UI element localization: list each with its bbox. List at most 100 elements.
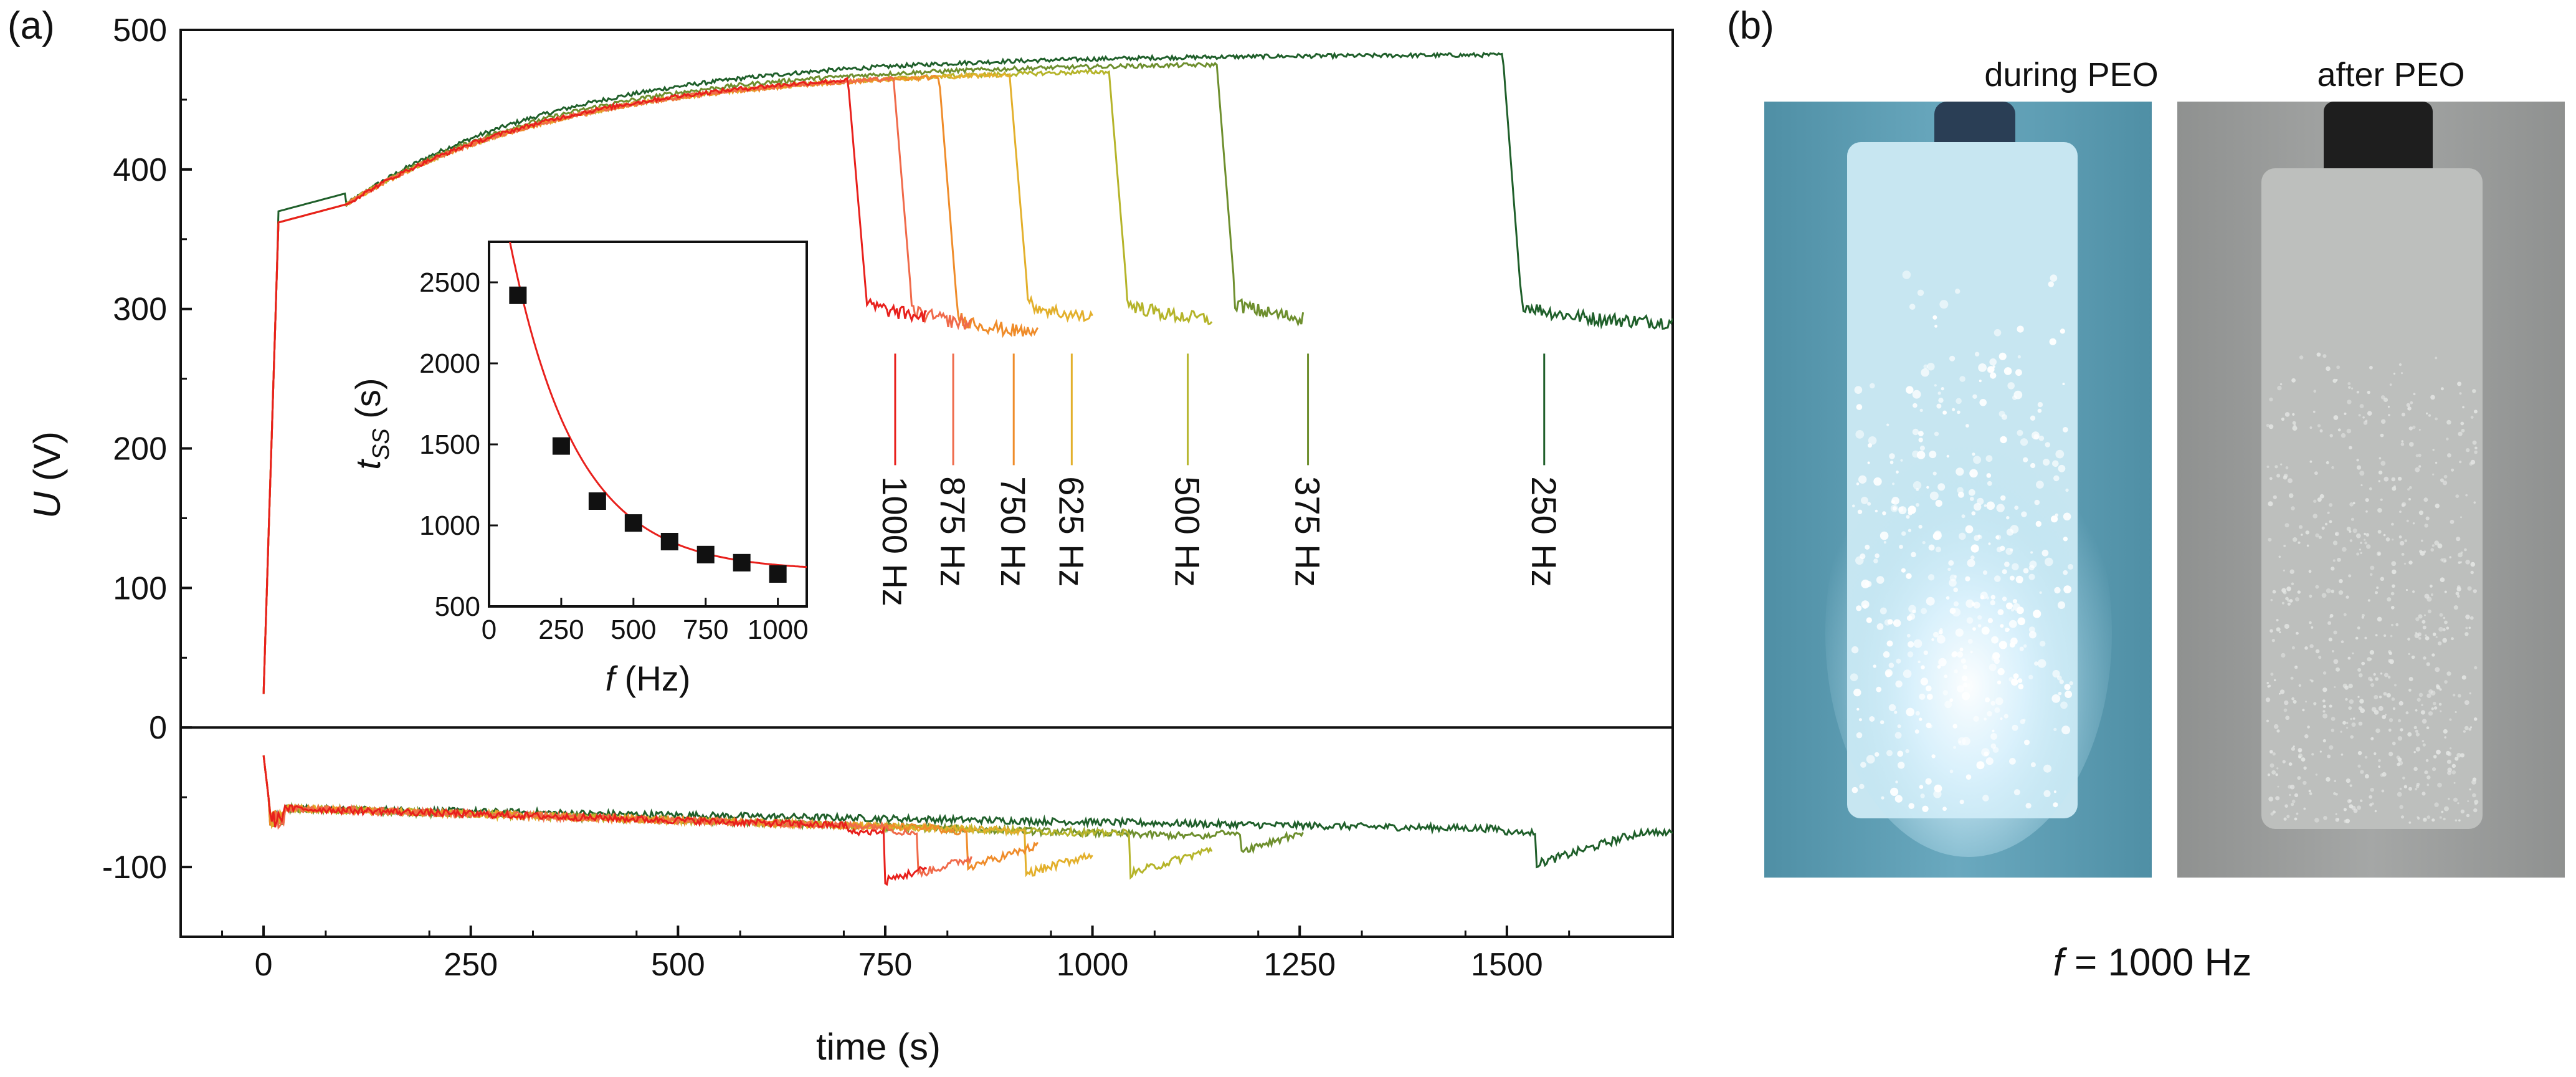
spark (1897, 750, 1904, 757)
spark (1918, 660, 1921, 664)
exponential-fit-curve (508, 242, 807, 568)
speckle (2425, 759, 2429, 762)
spark (2029, 560, 2037, 568)
spark (1890, 504, 1898, 512)
speckle (2276, 474, 2281, 478)
speckle (2446, 626, 2450, 630)
speckle (2281, 588, 2286, 593)
inset-x-tick-label: 500 (611, 615, 656, 645)
inset-y-tick-label: 1500 (419, 429, 480, 460)
spark (1990, 600, 1995, 606)
speckle (2298, 541, 2301, 544)
speckle (2369, 795, 2373, 799)
spark (1957, 410, 1961, 414)
spark (2065, 691, 2073, 698)
speckle (2360, 484, 2363, 487)
spark (1956, 467, 1964, 476)
speckle (2466, 448, 2470, 452)
speckle (2432, 767, 2436, 772)
speckle (2406, 519, 2409, 522)
speckle (2460, 516, 2462, 519)
spark (1928, 544, 1935, 551)
spark (1965, 424, 1969, 428)
spark (1908, 641, 1914, 648)
speckle (2291, 582, 2294, 585)
speckle (2286, 815, 2290, 818)
speckle (2472, 793, 2476, 798)
spark (1880, 607, 1887, 615)
spark (1974, 352, 1980, 357)
speckle (2324, 522, 2328, 526)
speckle (2387, 406, 2390, 408)
speckle (2407, 732, 2412, 737)
spark (2054, 586, 2061, 594)
spark (1913, 403, 1918, 408)
speckle (2317, 424, 2321, 428)
speckle (2418, 692, 2423, 697)
speckle (2444, 620, 2448, 625)
spark (1939, 628, 1943, 632)
speckle (2357, 750, 2362, 755)
spark (2030, 462, 2036, 469)
y-axis-label: U (V) (26, 431, 68, 519)
speckle (2422, 719, 2427, 724)
speckle (2329, 434, 2333, 438)
speckle (2380, 773, 2384, 777)
x-tick-label: 0 (255, 947, 273, 983)
speckle (2378, 471, 2383, 475)
speckle (2369, 366, 2373, 370)
spark (1894, 711, 1898, 714)
spark (1870, 383, 1875, 389)
speckle (2453, 782, 2456, 784)
spark (1948, 560, 1954, 566)
inset-plot: 0 250 500 750 1000 500 1000 1500 2000 2500 f (Hz)… (348, 241, 809, 698)
speckle (2458, 694, 2461, 698)
annotation-label-375hz: 375 Hz (1288, 476, 1328, 586)
spark (1969, 469, 1978, 478)
y-tick-label: 400 (113, 152, 167, 188)
speckle (2423, 497, 2428, 502)
discharge-glow (1825, 408, 2112, 857)
speckle (2271, 639, 2275, 643)
spark (2030, 551, 2033, 554)
speckle (2395, 623, 2399, 626)
speckle (2349, 539, 2353, 542)
speckle (2367, 599, 2370, 602)
spark (1927, 363, 1935, 371)
spark (2016, 606, 2024, 615)
speckle (2299, 355, 2304, 360)
speckle (2432, 473, 2435, 476)
spark (1938, 658, 1947, 667)
spark (1962, 737, 1970, 745)
spark (1970, 651, 1973, 654)
speckle (2291, 747, 2295, 751)
speckle (2283, 545, 2286, 547)
spark (1920, 793, 1925, 798)
speckle (2399, 510, 2402, 513)
speckle (2443, 729, 2448, 734)
speckle (2358, 706, 2362, 711)
speckle (2273, 724, 2279, 729)
speckle (2346, 527, 2351, 531)
spark (1936, 634, 1946, 644)
spark (2032, 431, 2040, 440)
speckle (2266, 423, 2270, 428)
speckle (2321, 526, 2325, 530)
spark (2007, 382, 2015, 390)
speckle (2303, 780, 2307, 785)
spark (1977, 497, 1984, 505)
during-peo-caption: during PEO (1984, 56, 2158, 93)
speckle (2331, 717, 2336, 721)
speckle (2385, 714, 2387, 716)
inset-data-point (552, 437, 570, 455)
spark (2053, 790, 2056, 793)
speckle (2357, 696, 2360, 698)
speckle (2383, 692, 2387, 696)
spark (1984, 504, 1987, 507)
speckle (2451, 763, 2456, 768)
speckle (2348, 574, 2352, 578)
speckle (2304, 734, 2309, 739)
spark (1906, 573, 1912, 579)
speckle (2422, 743, 2426, 747)
speckle (2283, 817, 2287, 821)
